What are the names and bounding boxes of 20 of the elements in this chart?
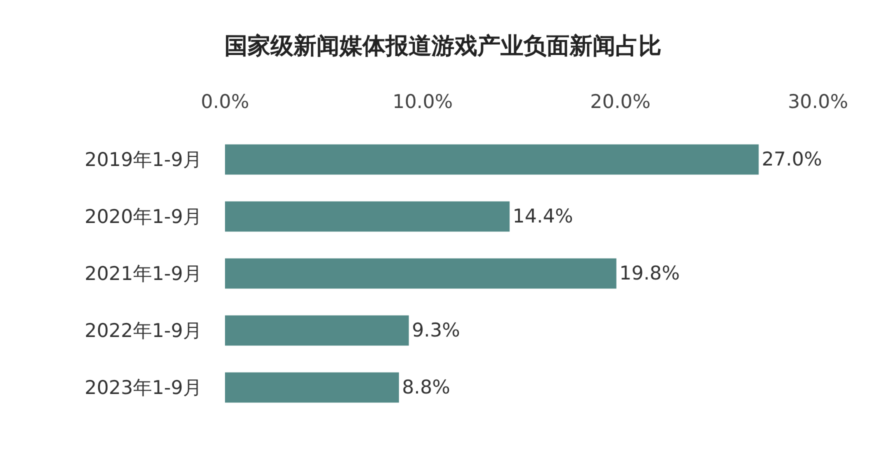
y-tick-label: 2021年1-9月 — [84, 263, 202, 286]
x-tick-label: 0.0% — [200, 91, 250, 114]
y-tick-label: 2020年1-9月 — [84, 206, 202, 228]
x-tick-label: 20.0% — [590, 91, 651, 114]
chart-title: 国家级新闻媒体报道游戏产业负面新闻占比 — [224, 32, 662, 60]
data-label: 14.4% — [512, 206, 573, 228]
y-tick-label: 2022年1-9月 — [84, 320, 202, 342]
bar — [225, 201, 510, 232]
data-label: 27.0% — [762, 148, 822, 171]
y-tick-label: 2023年1-9月 — [84, 377, 202, 400]
data-label: 8.8% — [402, 376, 450, 399]
x-tick-label: 10.0% — [392, 91, 453, 114]
data-label: 9.3% — [412, 320, 460, 342]
bar — [225, 315, 409, 346]
bar — [225, 258, 616, 289]
bar — [225, 372, 399, 403]
data-label: 19.8% — [619, 262, 680, 284]
x-tick-label: 30.0% — [788, 91, 848, 114]
y-tick-label: 2019年1-9月 — [84, 149, 202, 172]
bar — [225, 144, 759, 175]
